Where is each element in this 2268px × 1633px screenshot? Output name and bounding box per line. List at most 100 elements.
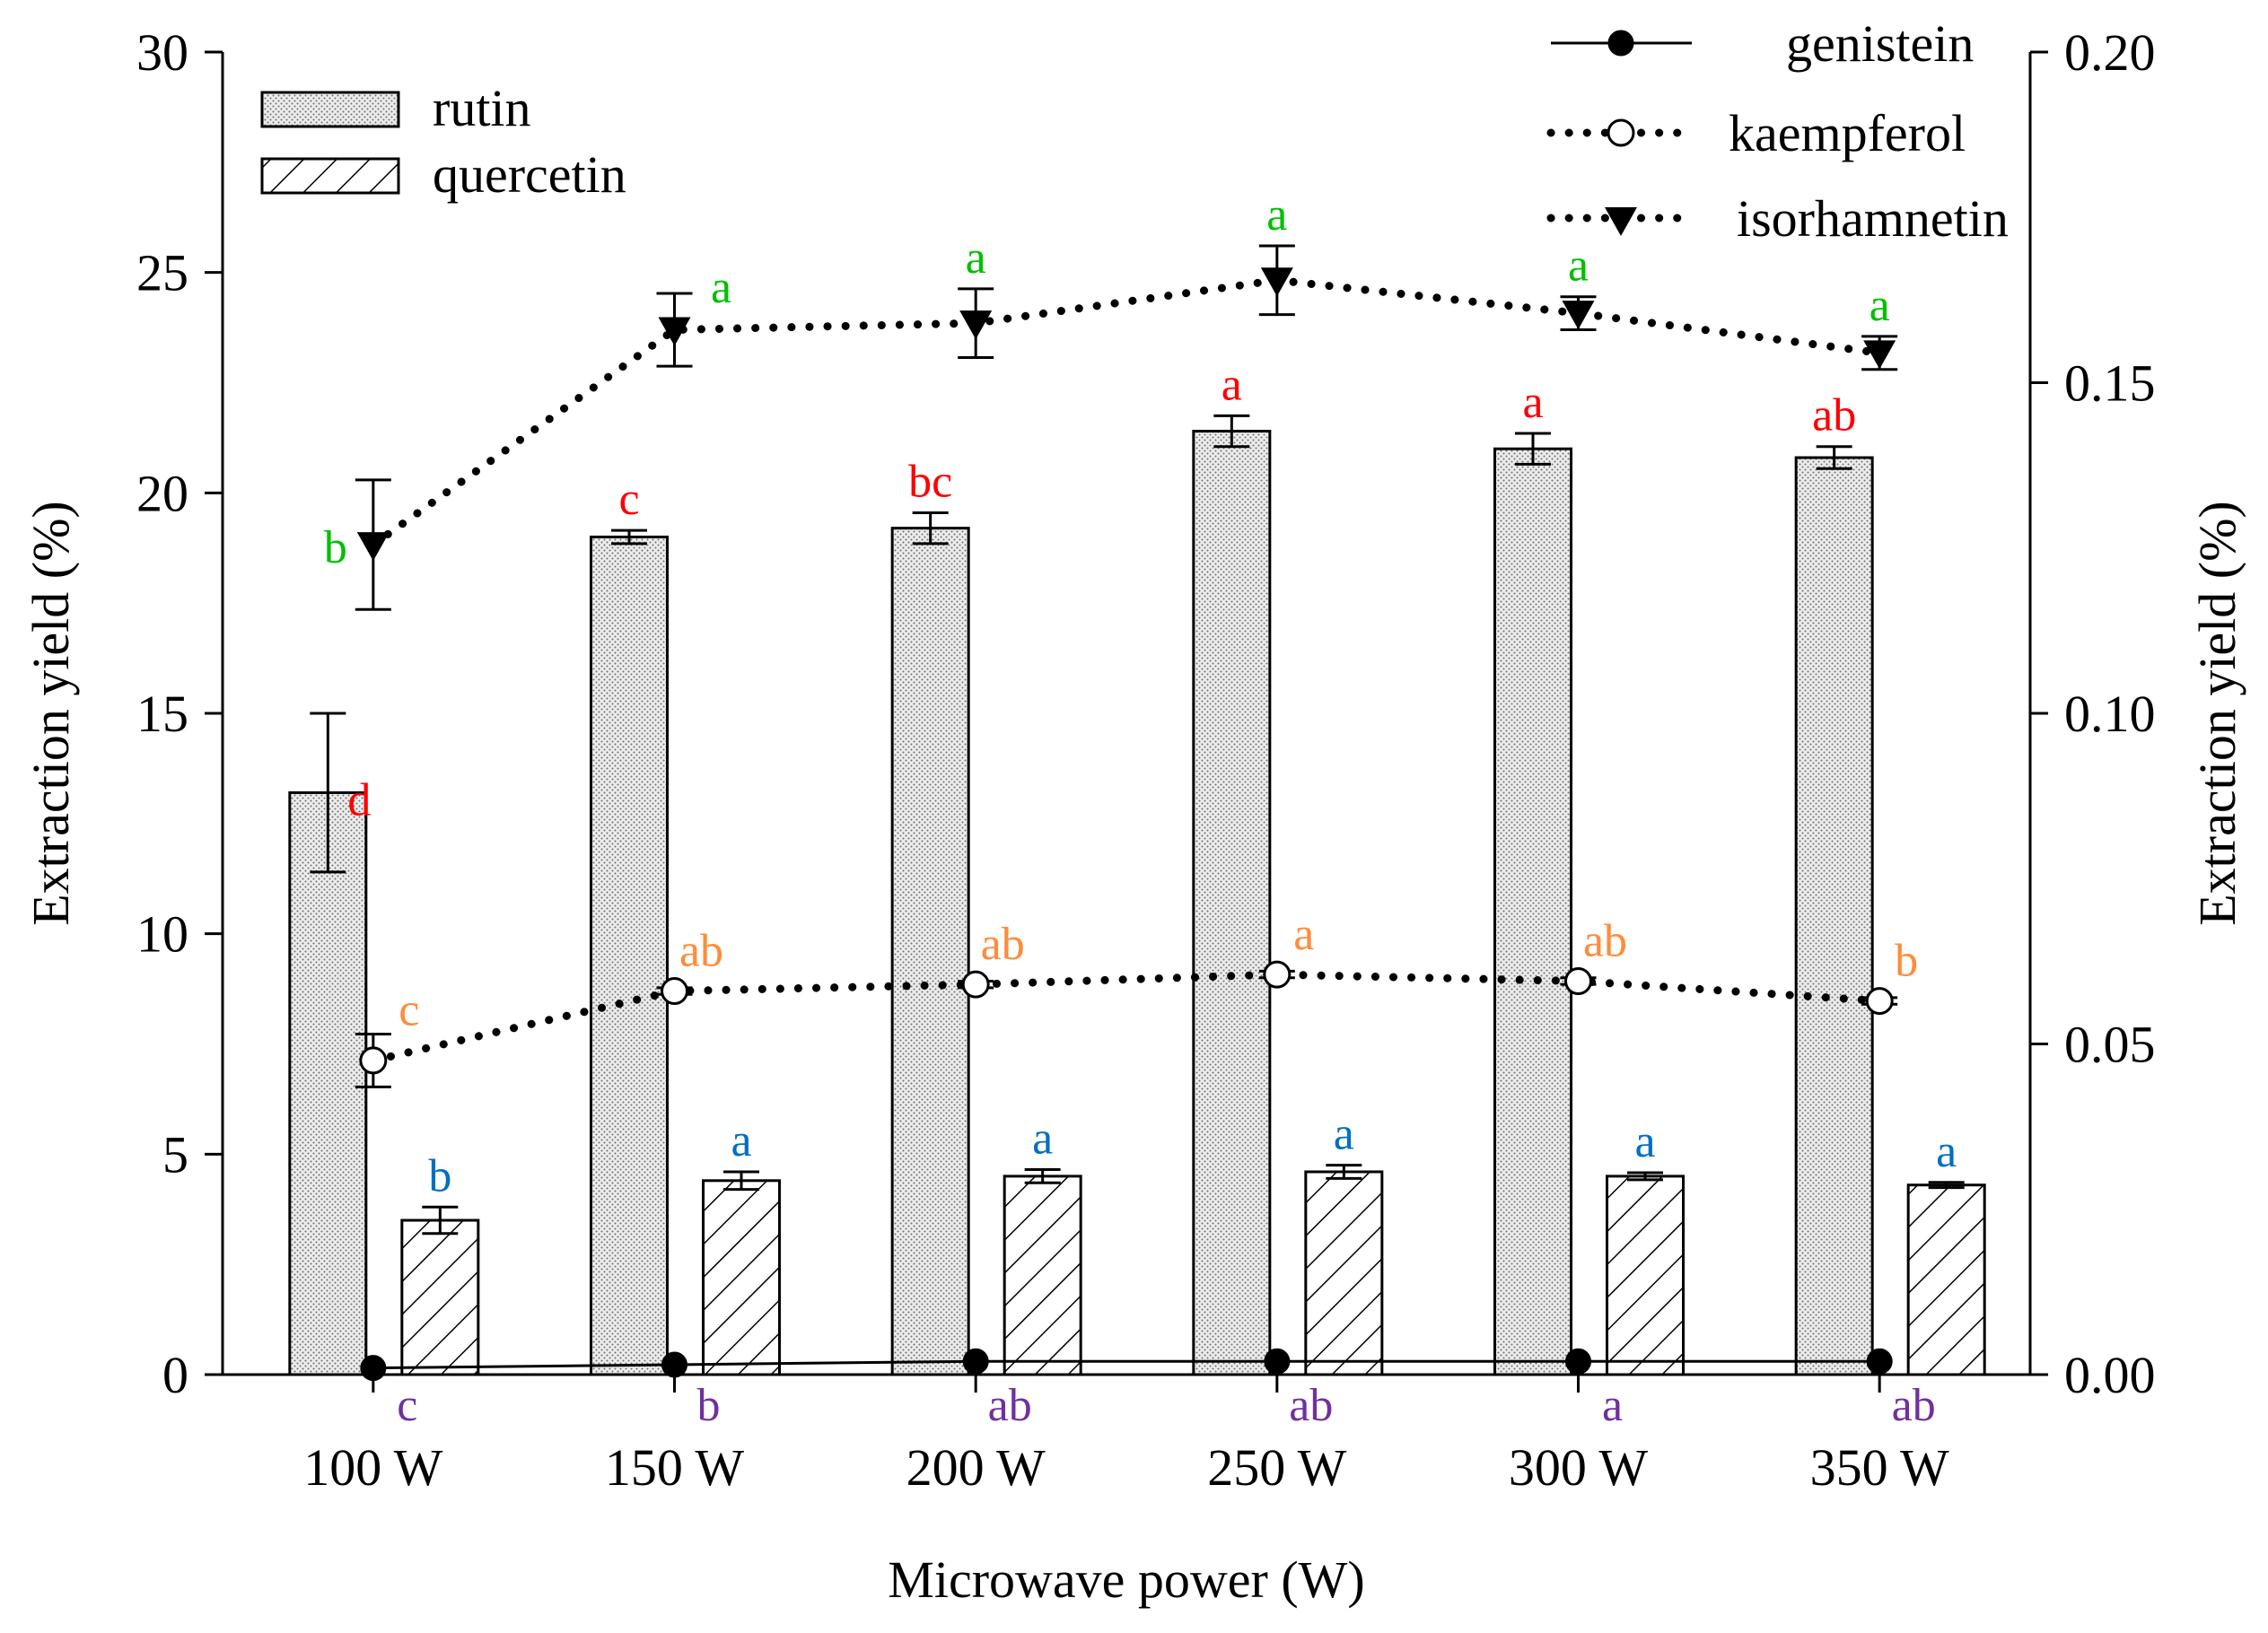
letter-quercetin: b: [428, 1150, 451, 1201]
letter-quercetin: a: [1334, 1109, 1354, 1160]
x-tick-label: 300 W: [1509, 1438, 1648, 1497]
legend-swatch-rutin: [260, 91, 400, 128]
right-tick-label: 0.05: [2064, 1016, 2156, 1074]
letter-rutin: ab: [1812, 390, 1856, 441]
letter-genistein: ab: [1289, 1380, 1333, 1431]
bar-rutin: [890, 527, 970, 1376]
line-kaempferol: [369, 970, 1884, 1065]
marker-kaempferol: [1263, 960, 1292, 989]
legend-marker-isorhamnetin: [1605, 207, 1637, 236]
left-tick-label: 5: [162, 1125, 188, 1183]
bar-rutin: [1794, 456, 1874, 1376]
bar-quercetin: [702, 1179, 781, 1376]
left-tick-label: 25: [136, 244, 188, 302]
bar-rutin: [1192, 430, 1272, 1376]
legend-label-quercetin: quercetin: [433, 145, 626, 204]
legend-label-rutin: rutin: [433, 79, 531, 137]
legend-label-kaempferol: kaempferol: [1729, 104, 1966, 162]
left-tick-label: 10: [136, 905, 188, 964]
letter-kaempferol: a: [1293, 909, 1314, 960]
marker-genistein: [1264, 1348, 1291, 1375]
bar-quercetin: [400, 1218, 480, 1376]
letter-quercetin: a: [731, 1115, 751, 1166]
letter-isorhamnetin: a: [1870, 280, 1890, 331]
bars: [288, 414, 1986, 1376]
left-tick-label: 15: [136, 685, 188, 743]
letter-genistein: b: [697, 1380, 721, 1431]
x-ticks: 100 W 150 W 200 W 250 W 300 W 350 W: [303, 1375, 1949, 1497]
letter-isorhamnetin: a: [1568, 240, 1589, 292]
marker-genistein: [661, 1351, 687, 1378]
right-y-axis-title: Extraction yield (%): [2188, 501, 2246, 926]
marker-isorhamnetin: [658, 317, 691, 346]
lines: [355, 244, 1898, 1382]
bar-quercetin: [1003, 1175, 1082, 1376]
marker-genistein: [1565, 1348, 1591, 1375]
legend-bars: rutin quercetin: [260, 79, 626, 204]
legend-lines: genistein kaempferol isorhamnetin: [1546, 14, 2009, 248]
right-tick-label: 0.00: [2064, 1346, 2156, 1404]
right-tick-label: 0.15: [2064, 354, 2156, 413]
letter-genistein: a: [1602, 1380, 1623, 1431]
bar-rutin: [288, 790, 368, 1376]
left-y-axis-title: Extraction yield (%): [22, 501, 80, 926]
legend-marker-kaempferol: [1607, 118, 1635, 147]
x-tick-label: 350 W: [1810, 1438, 1949, 1497]
marker-genistein: [962, 1348, 989, 1375]
letter-genistein: ab: [988, 1380, 1032, 1431]
marker-genistein: [360, 1355, 387, 1382]
marker-genistein: [1866, 1348, 1893, 1375]
letter-quercetin: a: [1634, 1116, 1655, 1167]
left-tick-label: 0: [162, 1346, 188, 1404]
bar-quercetin: [1906, 1183, 1986, 1376]
letter-rutin: c: [618, 474, 639, 525]
legend-label-isorhamnetin: isorhamnetin: [1737, 189, 2009, 248]
line-isorhamnetin: [369, 275, 1884, 549]
letter-genistein: ab: [1892, 1380, 1936, 1431]
letter-isorhamnetin: a: [1266, 189, 1287, 240]
x-tick-label: 200 W: [906, 1438, 1046, 1497]
letter-quercetin: a: [1032, 1113, 1053, 1165]
x-tick-label: 250 W: [1207, 1438, 1346, 1497]
marker-kaempferol: [359, 1046, 388, 1075]
line-genistein: [372, 1359, 1881, 1370]
x-tick-label: 100 W: [303, 1438, 442, 1497]
significance-letters: d c bc a a ab b a a a a a c b ab ab a ab c ab ab a ab b b a a a a a: [324, 189, 1957, 1431]
left-tick-label: 20: [136, 464, 188, 522]
x-tick-label: 150 W: [605, 1438, 744, 1497]
legend-label-genistein: genistein: [1786, 14, 1974, 73]
legend-swatch-quercetin: [260, 157, 400, 195]
marker-kaempferol: [1865, 987, 1894, 1016]
letter-genistein: c: [397, 1380, 417, 1431]
letter-isorhamnetin: a: [966, 232, 986, 284]
bar-quercetin: [1304, 1170, 1384, 1376]
marker-isorhamnetin: [1260, 267, 1293, 297]
legend-marker-genistein: [1607, 30, 1634, 57]
right-tick-label: 0.20: [2064, 23, 2156, 82]
letter-rutin: bc: [908, 456, 952, 507]
letter-rutin: a: [1222, 359, 1242, 410]
letter-kaempferol: c: [398, 984, 419, 1035]
bar-rutin: [590, 535, 669, 1376]
x-axis-title: Microwave power (W): [888, 1550, 1364, 1609]
letter-kaempferol: ab: [981, 919, 1025, 970]
letter-isorhamnetin: b: [324, 522, 347, 573]
letter-rutin: d: [347, 774, 371, 825]
left-tick-label: 30: [136, 23, 188, 82]
marker-isorhamnetin: [1863, 340, 1896, 370]
letter-isorhamnetin: a: [711, 262, 731, 313]
marker-isorhamnetin: [356, 532, 390, 562]
marker-isorhamnetin: [959, 310, 993, 340]
letter-rutin: a: [1522, 377, 1543, 428]
letter-kaempferol: ab: [1583, 915, 1627, 966]
bar-quercetin: [1606, 1175, 1685, 1376]
left-ticks: 0 5 10 15 20 25 30: [136, 23, 223, 1404]
letter-kaempferol: b: [1895, 936, 1918, 987]
right-tick-label: 0.10: [2064, 685, 2156, 743]
right-ticks: 0.00 0.05 0.10 0.15 0.20: [2030, 23, 2156, 1404]
letter-quercetin: a: [1936, 1126, 1957, 1177]
marker-kaempferol: [661, 977, 688, 1006]
letter-kaempferol: ab: [679, 926, 723, 977]
marker-isorhamnetin: [1562, 301, 1595, 330]
